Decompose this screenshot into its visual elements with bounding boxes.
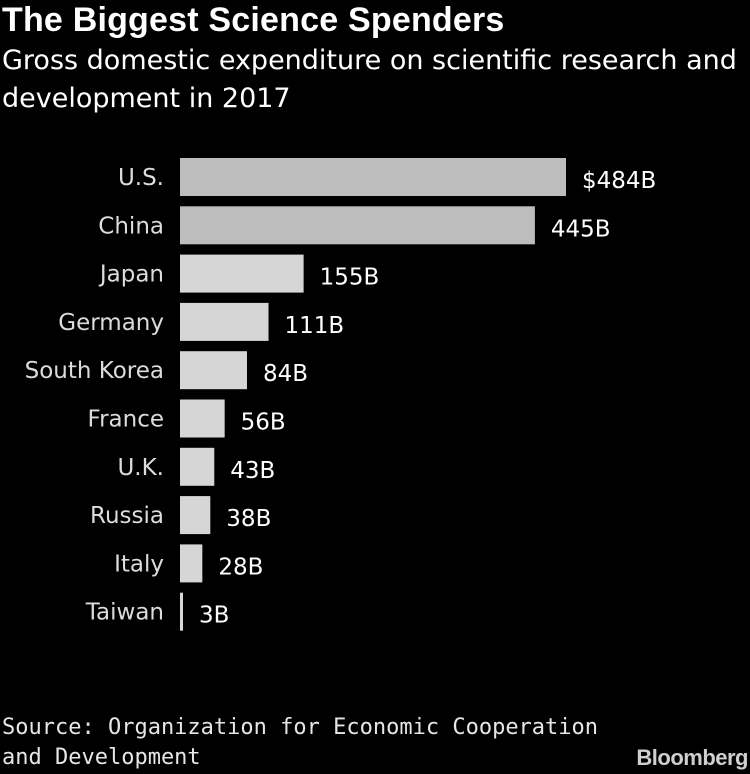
category-label-u-s: U.S.: [118, 165, 164, 191]
value-label-taiwan: 3B: [199, 603, 229, 629]
value-label-italy: 28B: [218, 554, 263, 580]
category-label-russia: Russia: [90, 503, 164, 529]
bar-taiwan: [180, 592, 183, 631]
bloomberg-logo: Bloomberg: [636, 745, 748, 770]
value-label-japan: 155B: [320, 265, 380, 291]
bar-germany: [180, 302, 269, 341]
category-label-taiwan: Taiwan: [85, 600, 164, 626]
value-label-south-korea: 84B: [263, 361, 308, 387]
bar-italy: [180, 544, 203, 583]
bar-japan: [180, 254, 304, 293]
bar-chart: U.S. $484B China 445B Japan 155B Germany 111B So…: [25, 158, 656, 631]
chart-subtitle: Gross domestic expenditure on scientific…: [2, 45, 737, 114]
value-label-france: 56B: [241, 410, 286, 436]
category-label-u-k: U.K.: [117, 455, 164, 481]
category-label-germany: Germany: [58, 310, 164, 336]
chart-title: The Biggest Science Spenders: [2, 1, 505, 39]
category-label-japan: Japan: [98, 262, 164, 288]
bars-group: U.S. $484B China 445B Japan 155B Germany 111B So…: [25, 158, 656, 631]
bar-france: [180, 399, 225, 438]
bar-south-korea: [180, 351, 247, 390]
value-label-u-s: $484B: [582, 168, 656, 194]
value-label-germany: 111B: [285, 313, 345, 339]
category-label-france: France: [88, 407, 164, 433]
bar-u-s: [180, 158, 566, 196]
category-label-italy: Italy: [114, 551, 164, 577]
value-label-russia: 38B: [226, 506, 271, 532]
category-label-china: China: [98, 213, 164, 239]
bar-china: [180, 206, 535, 245]
value-label-u-k: 43B: [230, 458, 275, 484]
bar-russia: [180, 496, 211, 535]
value-label-china: 445B: [551, 216, 611, 242]
category-label-south-korea: South Korea: [25, 358, 164, 384]
bar-u-k: [180, 447, 215, 486]
source-note: Source: Organization for Economic Cooper…: [2, 715, 599, 770]
